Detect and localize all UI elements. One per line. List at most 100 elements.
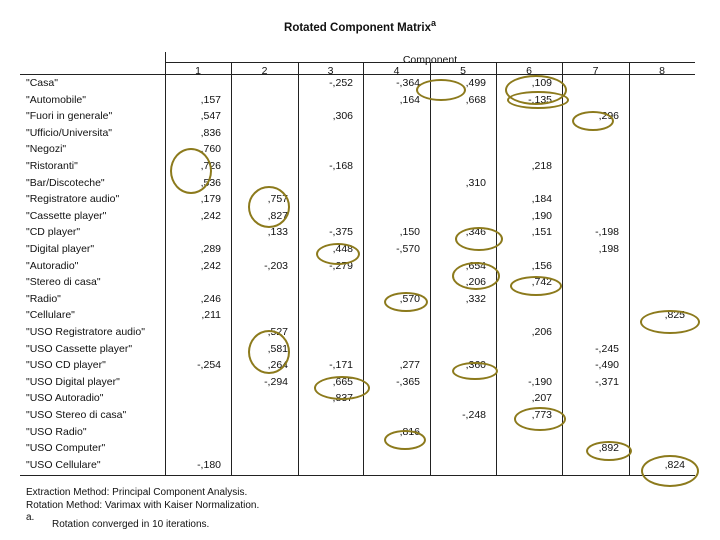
row-label: "USO Registratore audio" xyxy=(26,326,145,338)
column-divider-7 xyxy=(629,63,630,476)
row-label: "Casa" xyxy=(26,77,58,89)
component-number-6: 6 xyxy=(526,65,532,77)
row-label: "Stereo di casa" xyxy=(26,276,101,289)
table-cell: ,246 xyxy=(200,292,221,305)
table-cell: -,180 xyxy=(197,458,221,471)
table-cell: ,109 xyxy=(531,77,552,89)
body-top-rule xyxy=(20,74,695,75)
table-cell: ,547 xyxy=(200,110,221,123)
label-divider xyxy=(165,52,166,476)
component-number-3: 3 xyxy=(327,65,334,77)
component-number-7: 7 xyxy=(592,65,599,77)
table-cell: ,264 xyxy=(267,359,288,372)
table-cell: ,570 xyxy=(399,292,420,305)
table-cell: -,294 xyxy=(264,375,288,388)
table-cell: -,279 xyxy=(329,259,353,272)
table-cell: ,346 xyxy=(465,226,486,239)
table-cell: ,198 xyxy=(598,243,619,255)
table-cell: ,218 xyxy=(531,160,552,172)
table-cell: ,296 xyxy=(598,110,619,123)
row-label: "Autoradio" xyxy=(26,259,79,272)
row-label: "USO Radio" xyxy=(26,425,87,438)
table-cell: ,360 xyxy=(465,359,486,372)
component-number-1: 1 xyxy=(195,65,201,77)
extraction-note: Extraction Method: Principal Component A… xyxy=(26,487,248,498)
row-label: "USO CD player" xyxy=(26,359,106,372)
table-cell: -,364 xyxy=(396,77,420,89)
table-cell: ,527 xyxy=(267,326,288,338)
row-label: "Radio" xyxy=(26,292,61,305)
table-cell: ,157 xyxy=(200,93,221,106)
table-cell: -,203 xyxy=(264,259,288,272)
table-cell: ,310 xyxy=(465,176,486,189)
table-cell: -,245 xyxy=(595,342,619,355)
table-cell: ,668 xyxy=(465,93,486,106)
table-cell: -,168 xyxy=(329,160,353,172)
table-cell: ,773 xyxy=(531,409,552,421)
row-label: "Registratore audio" xyxy=(26,193,120,206)
table-cell: ,277 xyxy=(399,359,420,372)
table-cell: ,824 xyxy=(664,458,685,471)
table-cell: -,837 xyxy=(329,392,353,405)
row-label: "USO Stereo di casa" xyxy=(26,409,127,421)
table-cell: ,242 xyxy=(200,259,221,272)
table-cell: -,171 xyxy=(329,359,353,372)
table-bottom-rule xyxy=(20,475,695,476)
table-cell: ,892 xyxy=(598,442,619,455)
component-number-5: 5 xyxy=(460,65,466,77)
table-cell: -,365 xyxy=(396,375,420,388)
table-cell: ,332 xyxy=(465,292,486,305)
table-cell: -,248 xyxy=(462,409,486,421)
table-cell: ,190 xyxy=(531,209,552,222)
row-label: "USO Digital player" xyxy=(26,375,120,388)
component-matrix-table: Component 1 2 3 4 5 6 7 8 "Casa" -,252 -,364 ,499 ,10… xyxy=(20,52,700,476)
table-cell: ,726 xyxy=(200,160,221,172)
table-cell: ,581 xyxy=(267,342,288,355)
table-cell: ,499 xyxy=(465,77,486,89)
row-label: "Bar/Discoteche" xyxy=(26,176,105,189)
table-cell: -,252 xyxy=(329,77,353,89)
table-cell: ,164 xyxy=(399,93,420,106)
table-cell: ,133 xyxy=(267,226,288,239)
row-label: "USO Cassette player" xyxy=(26,342,133,355)
table-cell: ,827 xyxy=(267,209,288,222)
table-cell: ,207 xyxy=(531,392,552,405)
table-title: Rotated Component Matrixa xyxy=(284,18,436,34)
table-cell: -,570 xyxy=(396,243,420,255)
table-cell: ,206 xyxy=(465,276,486,289)
column-divider-1 xyxy=(231,63,232,476)
column-divider-2 xyxy=(298,63,299,476)
table-cell: ,150 xyxy=(399,226,420,239)
column-divider-3 xyxy=(363,63,364,476)
row-label: "USO Autoradio" xyxy=(26,392,104,405)
table-cell: ,536 xyxy=(200,176,221,189)
table-cell: ,242 xyxy=(200,209,221,222)
title-footnote-mark: a xyxy=(430,18,436,28)
component-number-2: 2 xyxy=(261,65,268,77)
row-label: "Ristoranti" xyxy=(26,160,78,172)
column-divider-6 xyxy=(562,63,563,476)
table-cell: -,371 xyxy=(595,375,619,388)
table-cell: -,254 xyxy=(197,359,221,372)
table-cell: ,757 xyxy=(267,193,288,206)
table-cell: -,375 xyxy=(329,226,353,239)
row-label: "Ufficio/Universita" xyxy=(26,126,113,139)
table-cell: -,190 xyxy=(528,375,552,388)
table-cell: ,156 xyxy=(531,259,552,272)
row-label: "Digital player" xyxy=(26,243,95,255)
column-divider-5 xyxy=(496,63,497,476)
table-cell: ,654 xyxy=(465,259,486,272)
row-label: "Cassette player" xyxy=(26,209,107,222)
table-cell: ,306 xyxy=(332,110,353,123)
column-divider-4 xyxy=(430,63,431,476)
table-cell: ,836 xyxy=(200,126,221,139)
row-label: "USO Cellulare" xyxy=(26,458,101,471)
row-label: "Automobile" xyxy=(26,93,86,106)
row-label: "Negozi" xyxy=(26,143,67,156)
footnote-mark: a. xyxy=(26,512,35,523)
table-cell: ,289 xyxy=(200,243,221,255)
component-header: Component xyxy=(402,54,458,66)
header-rule xyxy=(165,62,695,63)
row-label: "USO Computer" xyxy=(26,442,106,455)
table-cell: -,198 xyxy=(595,226,619,239)
